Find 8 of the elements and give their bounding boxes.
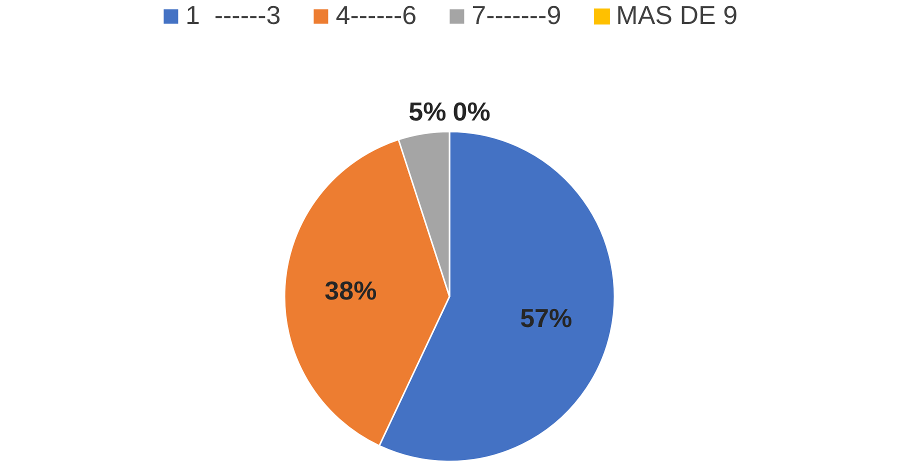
data-label: 38% <box>324 275 377 306</box>
legend-label: 7-------9 <box>472 0 562 31</box>
data-label: 5% <box>408 96 446 127</box>
text: 0% <box>452 96 490 127</box>
data-label: 57% <box>520 303 572 334</box>
legend-label: 1 ------3 <box>185 0 281 31</box>
legend-label: MAS DE 9 <box>616 0 738 31</box>
legend-label: 4------6 <box>336 0 417 31</box>
